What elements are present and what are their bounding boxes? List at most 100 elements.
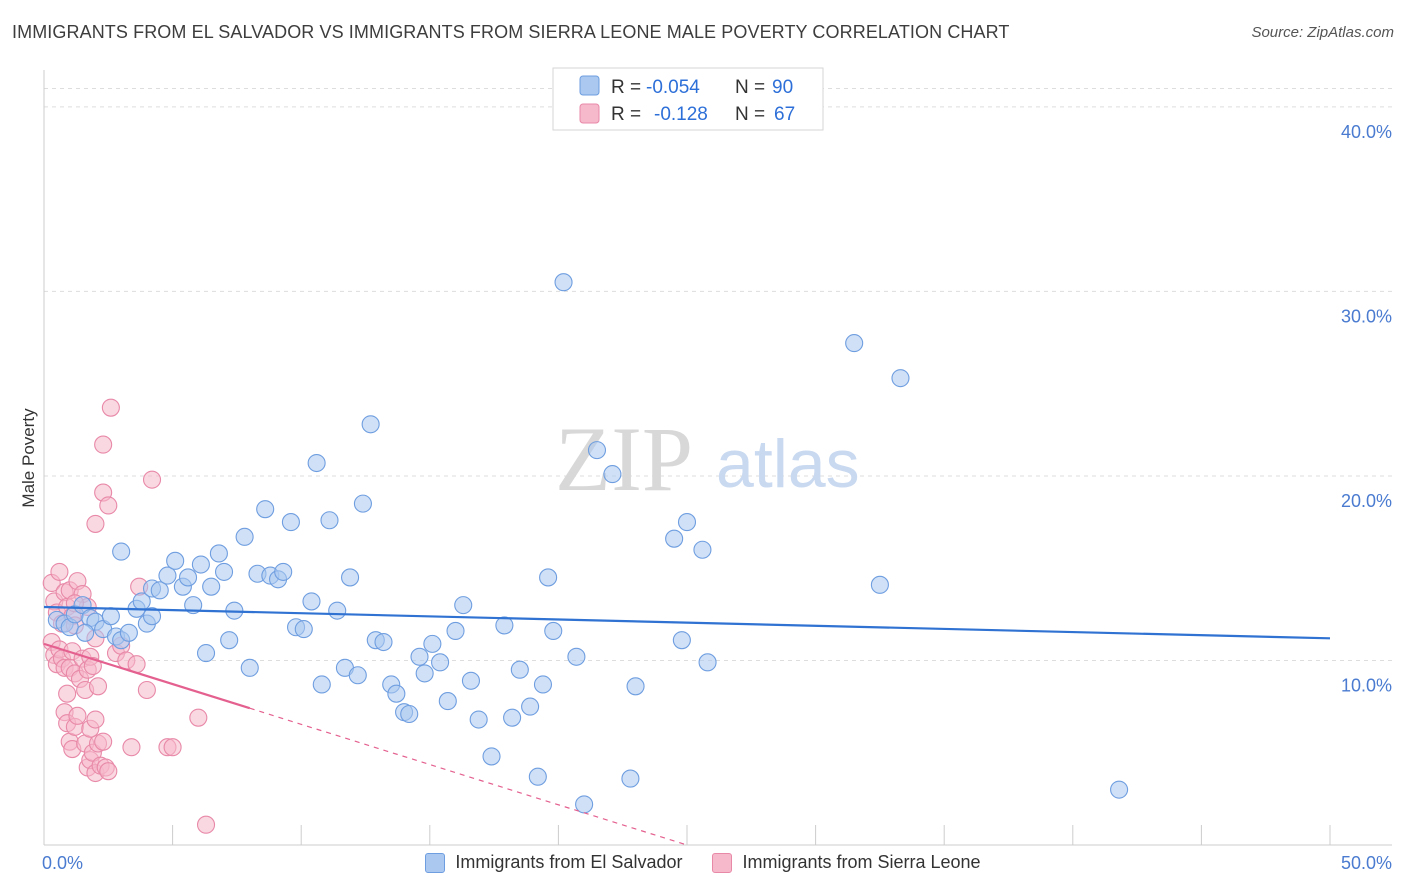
el-salvador-point — [482, 747, 501, 766]
sierra-leone-point — [88, 677, 108, 696]
el-salvador-point — [544, 621, 563, 641]
el-salvador-trend-line — [43, 605, 1331, 640]
x-tick-label-max: 50.0% — [1341, 853, 1392, 873]
y-tick-label: 20.0% — [1341, 491, 1392, 511]
sierra-leone-point — [68, 706, 87, 725]
watermark-zip: ZIP — [555, 408, 693, 510]
el-salvador-point — [101, 607, 120, 626]
el-salvador-point — [461, 671, 481, 690]
el-salvador-point — [431, 653, 450, 672]
legend-item-el-salvador: Immigrants from El Salvador — [425, 852, 682, 873]
watermark: ZIP atlas — [555, 408, 860, 510]
el-salvador-point — [567, 647, 586, 666]
sierra-leone-point — [189, 708, 208, 727]
sierra-leone-point — [101, 398, 120, 417]
el-salvador-point — [438, 692, 457, 711]
el-salvador-point — [603, 465, 622, 484]
el-salvador-point — [495, 616, 514, 635]
el-salvador-point — [698, 653, 717, 672]
el-salvador-point — [150, 581, 169, 600]
sierra-leone-point — [99, 762, 118, 781]
el-salvador-point — [209, 544, 228, 563]
legend-n-label-2: N = — [735, 104, 765, 125]
x-tick-label-min: 0.0% — [42, 853, 83, 873]
el-salvador-point — [256, 500, 275, 519]
el-salvador-point — [348, 666, 367, 685]
el-salvador-point — [533, 675, 553, 694]
el-salvador-point — [119, 623, 138, 642]
sierra-leone-trend-line — [43, 642, 251, 710]
el-salvador-point — [361, 415, 380, 434]
legend-n-value-2: 67 — [774, 104, 795, 125]
sierra-leone-points — [42, 398, 216, 834]
el-salvador-point — [446, 621, 465, 641]
el-salvador-point — [454, 596, 473, 615]
el-salvador-points — [47, 273, 1129, 814]
el-salvador-point — [503, 708, 522, 727]
sierra-leone-point — [58, 684, 77, 703]
el-salvador-point — [274, 562, 293, 581]
y-tick-label: 40.0% — [1341, 122, 1392, 142]
legend-label-el-salvador: Immigrants from El Salvador — [455, 852, 683, 872]
el-salvador-point — [415, 664, 434, 683]
el-salvador-point — [281, 513, 300, 532]
el-salvador-point — [220, 631, 239, 650]
legend-label-sierra-leone: Immigrants from Sierra Leone — [742, 852, 981, 872]
el-salvador-point — [184, 596, 203, 615]
el-salvador-point — [539, 568, 558, 587]
legend-r-label-2: R = — [611, 104, 641, 125]
el-salvador-point — [214, 562, 234, 581]
el-salvador-point — [312, 675, 331, 694]
sierra-leone-trend-extension — [249, 707, 688, 846]
legend-swatch-pink — [579, 103, 600, 124]
legend-n-label-1: N = — [735, 77, 765, 98]
el-salvador-point — [158, 566, 177, 585]
legend-r-label-1: R = — [611, 77, 641, 98]
el-salvador-point — [870, 575, 889, 594]
el-salvador-point — [521, 697, 540, 716]
el-salvador-point — [677, 513, 697, 532]
sierra-leone-point — [163, 738, 182, 757]
el-salvador-point — [302, 592, 321, 611]
axes: 10.0% 20.0% 30.0% 40.0% 0.0% 50.0% — [42, 70, 1392, 873]
el-salvador-point — [307, 453, 326, 473]
sierra-leone-point — [137, 680, 156, 700]
el-salvador-point — [845, 334, 864, 353]
el-salvador-point — [1110, 780, 1129, 799]
sierra-leone-point — [142, 470, 162, 489]
el-salvador-point — [469, 710, 488, 729]
sierra-leone-point — [94, 732, 113, 751]
el-salvador-point — [587, 441, 607, 460]
el-salvador-point — [320, 511, 339, 530]
el-salvador-point — [621, 769, 640, 788]
sierra-leone-point — [83, 656, 102, 676]
el-salvador-point — [202, 577, 221, 596]
chart-title: IMMIGRANTS FROM EL SALVADOR VS IMMIGRANT… — [12, 22, 1010, 42]
gridlines — [44, 87, 1392, 661]
el-salvador-point — [112, 542, 131, 561]
legend-n-value-1: 90 — [772, 77, 793, 98]
el-salvador-point — [891, 369, 910, 388]
el-salvador-point — [410, 647, 429, 666]
y-tick-label: 10.0% — [1341, 675, 1392, 695]
sierra-leone-point — [86, 514, 105, 533]
sierra-leone-point — [94, 435, 113, 454]
el-salvador-point — [423, 634, 442, 653]
watermark-atlas: atlas — [716, 426, 860, 502]
series-legend: Immigrants from El Salvador Immigrants f… — [0, 852, 1406, 873]
el-salvador-point — [554, 273, 573, 292]
el-salvador-point — [328, 601, 347, 620]
y-tick-label: 30.0% — [1341, 306, 1392, 326]
legend-r-value-2: -0.128 — [654, 104, 708, 125]
el-salvador-point — [341, 568, 360, 587]
legend-swatch-el-salvador — [425, 852, 446, 873]
el-salvador-point — [693, 540, 712, 559]
el-salvador-point — [528, 767, 547, 786]
legend-swatch-blue — [579, 75, 600, 96]
sierra-leone-point — [99, 496, 118, 515]
y-axis-label: Male Poverty — [19, 408, 38, 508]
el-salvador-point — [76, 623, 95, 642]
el-salvador-point — [240, 658, 259, 677]
el-salvador-point — [178, 568, 198, 587]
